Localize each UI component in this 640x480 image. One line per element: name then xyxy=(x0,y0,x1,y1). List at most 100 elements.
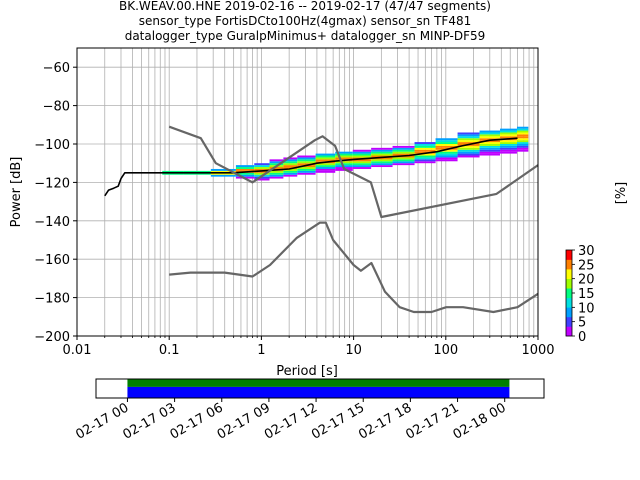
timeline-tick-label: 02-17 18 xyxy=(356,400,414,442)
density-cell xyxy=(352,151,372,154)
y-tick-label: −120 xyxy=(34,176,70,191)
colorbar-segment xyxy=(566,278,572,289)
density-cell xyxy=(435,149,458,152)
timeline-frame xyxy=(95,378,545,399)
y-tick-label: −80 xyxy=(43,100,70,115)
density-cell xyxy=(297,167,316,169)
timeline-tick-label: 02-17 06 xyxy=(168,400,226,442)
colorbar-tick-label: 20 xyxy=(578,273,595,288)
y-tick-label: −140 xyxy=(34,215,70,230)
density-cell xyxy=(500,136,517,139)
density-cell xyxy=(283,168,298,171)
density-cell xyxy=(283,159,298,162)
density-cell xyxy=(516,145,529,148)
density-cell xyxy=(414,153,436,156)
new-low-noise-model-line xyxy=(169,221,539,314)
density-cell xyxy=(516,134,529,137)
density-cell xyxy=(457,136,480,139)
density-cell xyxy=(210,174,236,177)
density-cell xyxy=(315,157,336,160)
density-cell xyxy=(414,149,436,152)
density-cell xyxy=(414,147,436,150)
colorbar-segment xyxy=(566,307,572,318)
density-cell xyxy=(457,147,480,150)
density-cell xyxy=(235,165,255,168)
density-cell xyxy=(162,170,184,173)
density-cell xyxy=(435,138,458,141)
density-cell xyxy=(210,172,236,175)
density-cell xyxy=(269,170,284,173)
density-cell xyxy=(315,153,336,156)
density-cell xyxy=(371,155,393,158)
plot-frame xyxy=(76,47,539,337)
density-cell xyxy=(315,168,336,171)
title-line-3: datalogger_type GuralpMinimus+ datalogge… xyxy=(125,29,486,43)
timeline-tick-label: 02-18 00 xyxy=(451,400,509,442)
density-cell xyxy=(392,151,415,154)
density-cell xyxy=(516,147,529,150)
density-cell xyxy=(371,157,393,160)
colorbar-tick-label: 5 xyxy=(578,316,586,331)
density-cell xyxy=(435,159,458,162)
ppsd-plot-area: 0.01 0.1 1 10 100 1000 −200 −180 −160 −140 −120 −10… xyxy=(34,47,555,358)
density-cell xyxy=(254,178,270,181)
colorbar-tick-label: 30 xyxy=(578,244,595,259)
colorbar-tick-label: 15 xyxy=(578,287,595,302)
colorbar-label: [%] xyxy=(614,182,629,205)
density-cell xyxy=(210,168,236,171)
density-cell xyxy=(315,159,336,162)
density-cell xyxy=(435,142,458,144)
density-cell xyxy=(392,149,415,152)
density-cell xyxy=(479,144,501,146)
x-tick-label: 10 xyxy=(345,343,362,358)
density-cell xyxy=(283,161,298,164)
density-cell xyxy=(283,172,298,175)
timeline-tick-label: 02-17 03 xyxy=(120,400,178,442)
density-cell xyxy=(335,157,353,160)
density-cell xyxy=(457,132,480,135)
density-cell xyxy=(235,174,255,177)
density-cell xyxy=(414,144,436,146)
colorbar-segment xyxy=(566,269,572,279)
density-cell xyxy=(254,168,270,171)
density-cell xyxy=(392,153,415,156)
density-cell xyxy=(235,172,255,175)
density-cell xyxy=(183,172,211,175)
x-tick-label: 100 xyxy=(433,343,458,358)
density-cell xyxy=(414,142,436,144)
title-line-2: sensor_type FortisDCto100Hz(4gmax) senso… xyxy=(139,14,471,28)
mean-line xyxy=(104,137,518,197)
grid xyxy=(76,48,539,337)
y-tick-label: −180 xyxy=(34,292,70,307)
density-cell xyxy=(315,167,336,169)
x-tick-label: 0.01 xyxy=(63,343,92,358)
colorbar-segment xyxy=(566,250,572,260)
data-available-bar xyxy=(127,379,510,387)
colorbar-segment xyxy=(566,326,572,337)
density-cell xyxy=(254,176,270,179)
density-cell xyxy=(254,172,270,175)
density-cell xyxy=(500,147,517,150)
density-cell xyxy=(297,157,316,160)
density-cell xyxy=(500,128,517,131)
density-cell xyxy=(352,155,372,158)
density-cell xyxy=(414,161,436,164)
density-cell xyxy=(500,134,517,137)
x-tick-label: 1 xyxy=(257,343,265,358)
density-cell xyxy=(516,136,529,139)
density-cell xyxy=(457,142,480,144)
density-cell xyxy=(352,163,372,166)
density-cell xyxy=(435,145,458,148)
density-cell xyxy=(352,167,372,169)
psd-used-bar xyxy=(127,386,510,398)
colorbar-tick-label: 0 xyxy=(578,330,586,345)
density-cell xyxy=(414,159,436,162)
density-cell xyxy=(254,170,270,173)
density-cell xyxy=(457,153,480,156)
density-cell xyxy=(335,153,353,156)
density-cell xyxy=(352,165,372,168)
density-cell xyxy=(516,128,529,131)
density-cell xyxy=(269,159,284,162)
